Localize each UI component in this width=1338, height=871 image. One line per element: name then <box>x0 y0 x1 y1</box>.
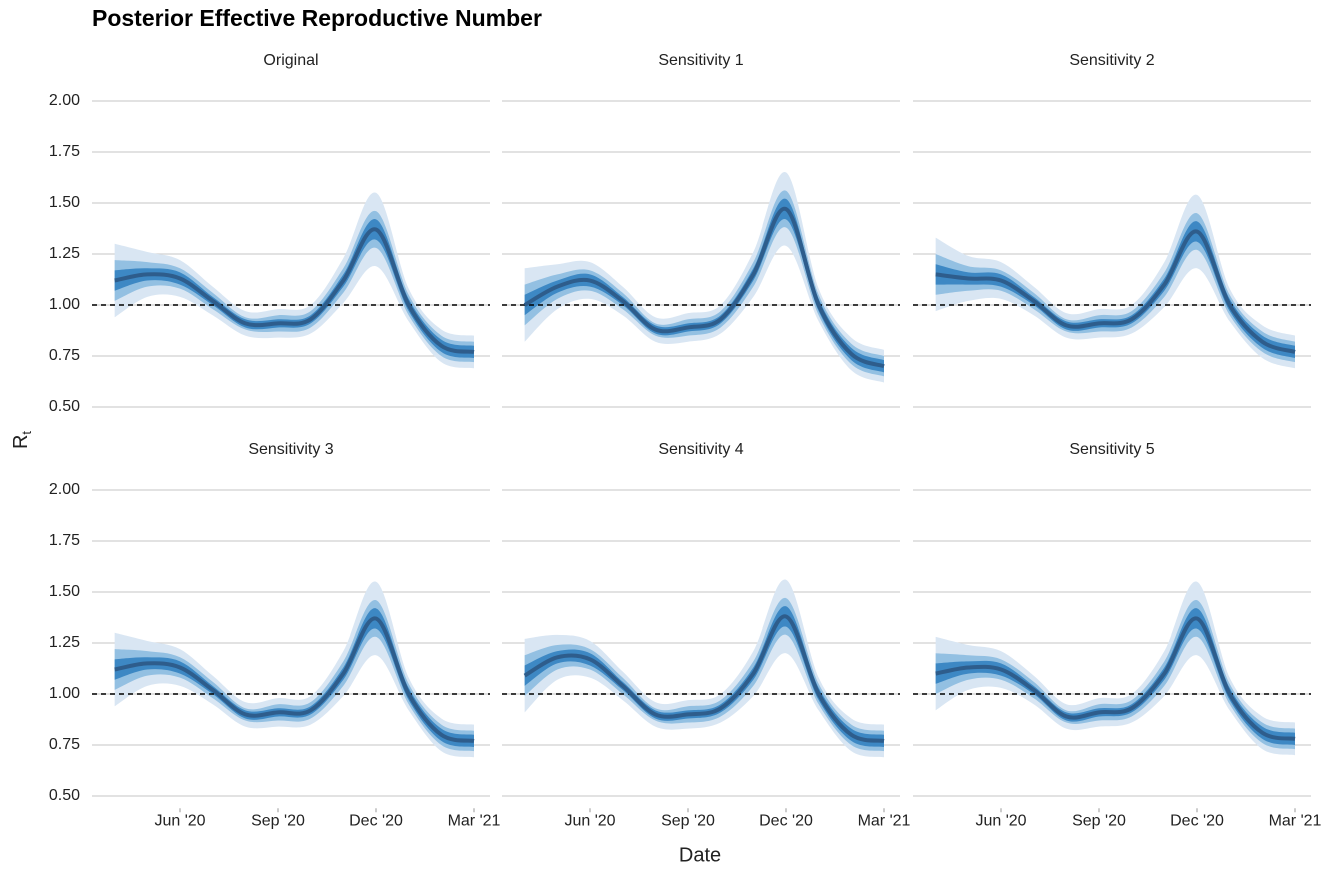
y-tick-label: 1.25 <box>49 634 80 651</box>
y-tick-label: 1.00 <box>49 296 80 313</box>
y-tick-label: 1.75 <box>49 532 80 549</box>
interval-band <box>935 212 1295 363</box>
interval-band <box>524 198 884 373</box>
median-line <box>114 227 475 354</box>
y-tick-label: 0.50 <box>49 398 80 415</box>
x-tick-label: Sep '20 <box>661 812 715 829</box>
y-tick-label: 0.75 <box>49 347 80 364</box>
y-axis-label-subscript: t <box>19 431 34 435</box>
chart-title: Posterior Effective Reproductive Number <box>92 5 542 31</box>
y-tick-label: 1.50 <box>49 194 80 211</box>
y-axis-label: Rt <box>10 431 34 449</box>
x-tick-label: Jun '20 <box>154 812 205 829</box>
x-tick-label: Mar '21 <box>858 812 911 829</box>
x-tick-label: Dec '20 <box>1170 812 1224 829</box>
y-tick-label: 1.25 <box>49 245 80 262</box>
x-tick-label: Jun '20 <box>564 812 615 829</box>
x-tick-label: Mar '21 <box>448 812 501 829</box>
median-line <box>935 616 1296 741</box>
panel-title: Sensitivity 1 <box>658 52 743 69</box>
x-tick-label: Dec '20 <box>349 812 403 829</box>
x-axis-label: Date <box>679 844 721 866</box>
panel-title: Sensitivity 3 <box>248 441 333 458</box>
x-tick-label: Sep '20 <box>1072 812 1126 829</box>
interval-band <box>524 190 884 377</box>
median-line <box>935 229 1296 354</box>
panel-title: Sensitivity 2 <box>1069 52 1154 69</box>
x-tick-label: Sep '20 <box>251 812 305 829</box>
interval-band <box>935 599 1295 750</box>
x-tick-label: Dec '20 <box>759 812 813 829</box>
median-line <box>523 207 885 369</box>
panel-title: Sensitivity 5 <box>1069 441 1154 458</box>
panel-title: Original <box>263 52 318 69</box>
x-tick-label: Mar '21 <box>1269 812 1322 829</box>
median-line <box>523 614 885 743</box>
y-tick-label: 2.00 <box>49 481 80 498</box>
y-tick-label: 2.00 <box>49 92 80 109</box>
y-axis-label-main: R <box>10 435 32 449</box>
median-line <box>114 616 475 743</box>
y-tick-label: 1.50 <box>49 583 80 600</box>
panel-title: Sensitivity 4 <box>658 441 743 458</box>
y-tick-label: 0.75 <box>49 736 80 753</box>
y-tick-label: 0.50 <box>49 787 80 804</box>
y-tick-label: 1.75 <box>49 143 80 160</box>
x-tick-label: Jun '20 <box>975 812 1026 829</box>
y-tick-label: 1.00 <box>49 685 80 702</box>
interval-band <box>524 579 884 758</box>
